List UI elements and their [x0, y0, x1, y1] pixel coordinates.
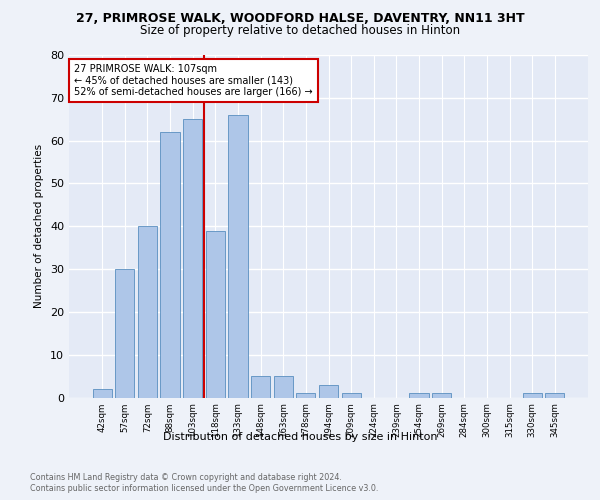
- Y-axis label: Number of detached properties: Number of detached properties: [34, 144, 44, 308]
- Text: Size of property relative to detached houses in Hinton: Size of property relative to detached ho…: [140, 24, 460, 37]
- Bar: [341, 393, 361, 398]
- Bar: [160, 132, 180, 398]
- Bar: [523, 393, 542, 398]
- Bar: [274, 376, 293, 398]
- Text: Contains public sector information licensed under the Open Government Licence v3: Contains public sector information licen…: [30, 484, 379, 493]
- Bar: [115, 269, 134, 398]
- Bar: [183, 119, 202, 398]
- Bar: [251, 376, 270, 398]
- Text: 27 PRIMROSE WALK: 107sqm
← 45% of detached houses are smaller (143)
52% of semi-: 27 PRIMROSE WALK: 107sqm ← 45% of detach…: [74, 64, 313, 97]
- Bar: [432, 393, 451, 398]
- Bar: [229, 115, 248, 398]
- Bar: [296, 393, 316, 398]
- Bar: [319, 384, 338, 398]
- Bar: [138, 226, 157, 398]
- Bar: [206, 230, 225, 398]
- Text: 27, PRIMROSE WALK, WOODFORD HALSE, DAVENTRY, NN11 3HT: 27, PRIMROSE WALK, WOODFORD HALSE, DAVEN…: [76, 12, 524, 26]
- Bar: [409, 393, 428, 398]
- Bar: [545, 393, 565, 398]
- Bar: [92, 389, 112, 398]
- Text: Distribution of detached houses by size in Hinton: Distribution of detached houses by size …: [163, 432, 437, 442]
- Text: Contains HM Land Registry data © Crown copyright and database right 2024.: Contains HM Land Registry data © Crown c…: [30, 472, 342, 482]
